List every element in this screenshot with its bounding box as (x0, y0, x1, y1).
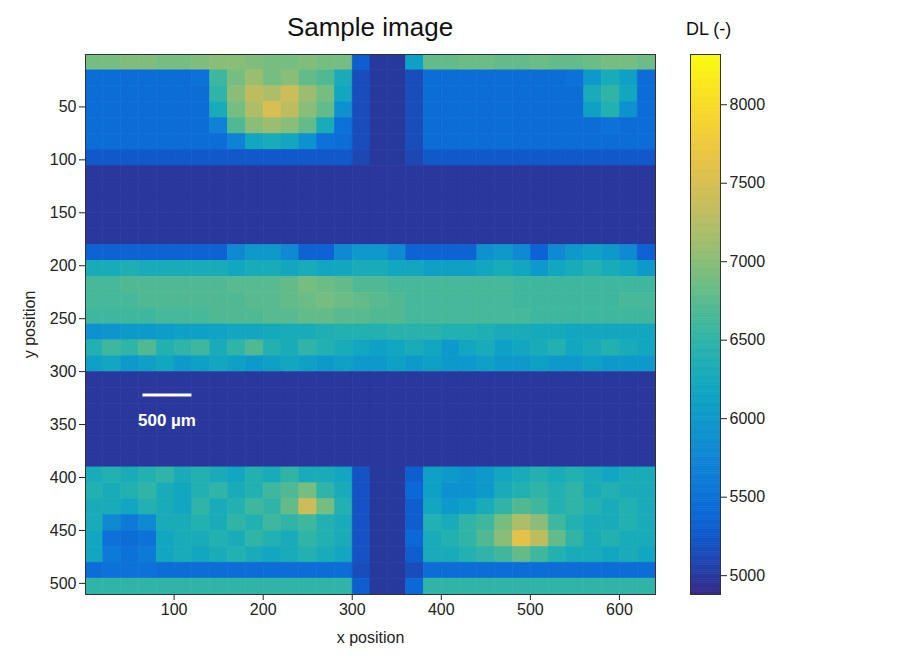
svg-text:150: 150 (50, 204, 77, 221)
svg-text:5500: 5500 (730, 488, 766, 505)
svg-text:200: 200 (50, 257, 77, 274)
svg-text:50: 50 (59, 98, 77, 115)
svg-text:500: 500 (517, 601, 544, 618)
svg-text:6500: 6500 (730, 331, 766, 348)
svg-text:500: 500 (50, 575, 77, 592)
svg-text:600: 600 (606, 601, 633, 618)
svg-text:y position: y position (21, 291, 38, 359)
svg-text:300: 300 (50, 363, 77, 380)
svg-text:100: 100 (161, 601, 188, 618)
svg-text:200: 200 (250, 601, 277, 618)
svg-text:350: 350 (50, 416, 77, 433)
svg-text:8000: 8000 (730, 96, 766, 113)
svg-text:6000: 6000 (730, 410, 766, 427)
svg-text:7000: 7000 (730, 253, 766, 270)
svg-text:5000: 5000 (730, 567, 766, 584)
svg-text:400: 400 (428, 601, 455, 618)
svg-text:450: 450 (50, 522, 77, 539)
html-text:DL (-): DL (-) (686, 19, 732, 39)
svg-text:x position: x position (337, 629, 405, 646)
svg-text:300: 300 (339, 601, 366, 618)
svg-text:100: 100 (50, 151, 77, 168)
svg-text:500 µm: 500 µm (138, 411, 196, 430)
svg-text:250: 250 (50, 310, 77, 327)
svg-text:7500: 7500 (730, 174, 766, 191)
html-text:Sample image: Sample image (286, 12, 454, 42)
svg-text:400: 400 (50, 469, 77, 486)
